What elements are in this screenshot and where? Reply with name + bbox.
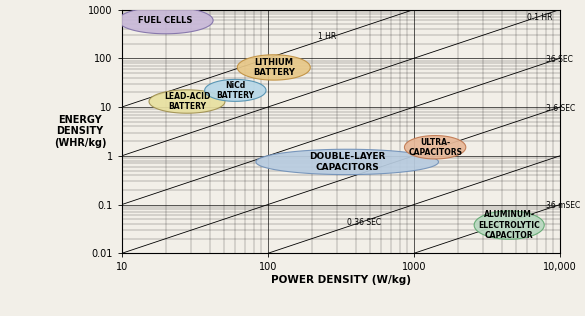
- Polygon shape: [256, 149, 439, 175]
- Text: FUEL CELLS: FUEL CELLS: [139, 16, 193, 25]
- Polygon shape: [118, 7, 213, 34]
- Polygon shape: [474, 211, 544, 239]
- Polygon shape: [205, 79, 266, 101]
- Y-axis label: ENERGY
DENSITY
(WHR/kg): ENERGY DENSITY (WHR/kg): [54, 115, 106, 148]
- Polygon shape: [404, 136, 466, 159]
- Text: 1 HR: 1 HR: [318, 32, 336, 41]
- Text: LITHIUM
BATTERY: LITHIUM BATTERY: [253, 58, 295, 77]
- Text: ULTRA-
CAPACITORS: ULTRA- CAPACITORS: [408, 137, 462, 157]
- Text: NiCd
BATTERY: NiCd BATTERY: [216, 81, 254, 100]
- Polygon shape: [149, 90, 225, 113]
- Text: 3.6 SEC: 3.6 SEC: [546, 104, 575, 113]
- Text: DOUBLE-LAYER
CAPACITORS: DOUBLE-LAYER CAPACITORS: [309, 152, 386, 172]
- Text: 0.36 SEC: 0.36 SEC: [347, 218, 381, 228]
- Polygon shape: [238, 55, 310, 80]
- Text: 36 SEC: 36 SEC: [546, 55, 573, 64]
- Text: LEAD-ACID
BATTERY: LEAD-ACID BATTERY: [164, 92, 210, 111]
- Text: 0.1 HR: 0.1 HR: [528, 13, 553, 21]
- Text: ALUMINUM-
ELECTROLYTIC
CAPACITOR: ALUMINUM- ELECTROLYTIC CAPACITOR: [479, 210, 540, 240]
- Text: 36 mSEC: 36 mSEC: [546, 201, 580, 210]
- X-axis label: POWER DENSITY (W/kg): POWER DENSITY (W/kg): [271, 275, 411, 285]
